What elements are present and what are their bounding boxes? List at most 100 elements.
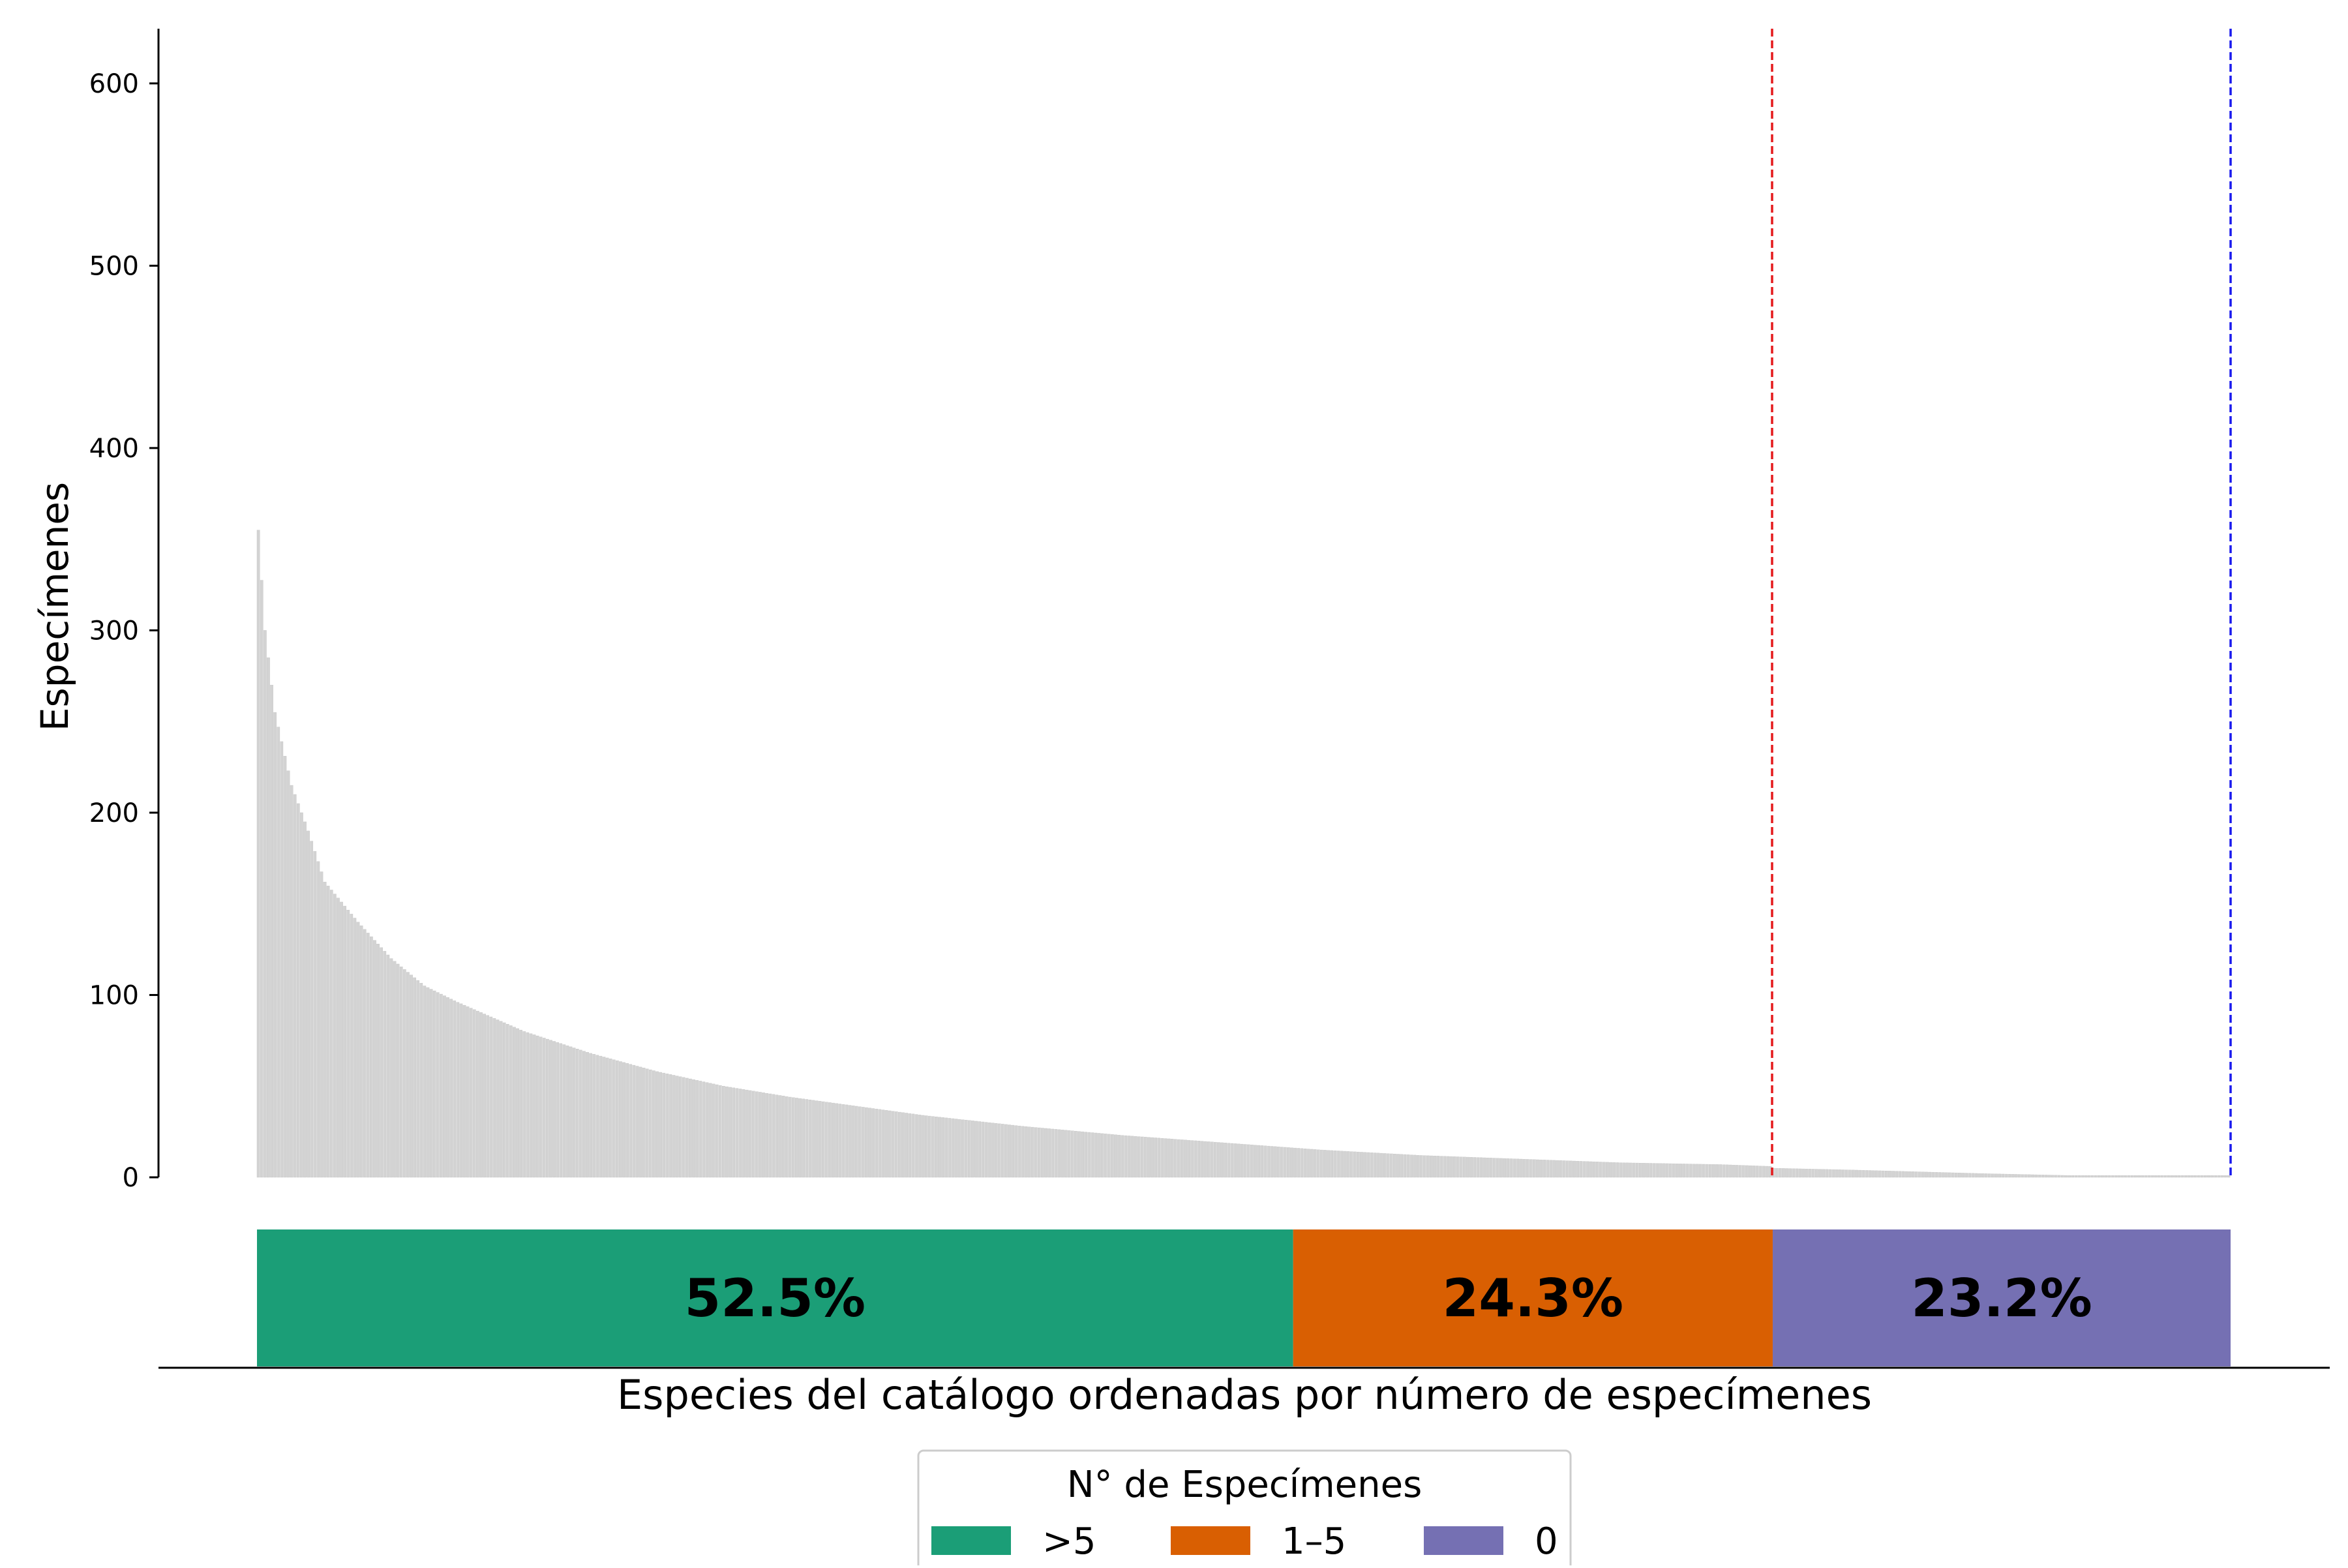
species-bar <box>2114 1175 2118 1178</box>
species-bar <box>2207 1175 2210 1178</box>
species-bar <box>1954 1172 1958 1178</box>
species-bar <box>320 871 324 1178</box>
species-bar <box>1861 1170 1865 1178</box>
species-bar <box>875 1108 879 1178</box>
species-bar <box>1984 1173 1988 1178</box>
species-bar <box>1884 1171 1888 1178</box>
y-tick-label: 400 <box>89 434 139 464</box>
species-bar <box>1393 1154 1396 1178</box>
species-bar <box>851 1106 855 1178</box>
species-bar <box>1200 1141 1204 1178</box>
species-bar <box>1964 1173 1968 1178</box>
species-bar <box>745 1089 749 1178</box>
species-bar <box>586 1052 589 1178</box>
species-bar <box>1652 1163 1656 1178</box>
species-bar <box>648 1069 652 1178</box>
species-bar <box>1543 1160 1546 1178</box>
species-bar <box>861 1107 865 1178</box>
species-bar <box>1290 1147 1293 1178</box>
species-bar <box>1785 1168 1788 1178</box>
species-bar <box>824 1102 828 1178</box>
species-bar <box>393 961 397 1178</box>
species-bar <box>529 1033 533 1178</box>
species-bar <box>791 1097 795 1178</box>
species-bar <box>1908 1171 1912 1178</box>
species-bar <box>1273 1146 1277 1178</box>
species-bar <box>1330 1150 1333 1178</box>
species-bar <box>1559 1160 1563 1178</box>
legend-swatch <box>1171 1526 1250 1555</box>
legend-item-label: 0 <box>1535 1520 1558 1563</box>
species-bar <box>702 1081 706 1178</box>
species-bar <box>2150 1175 2154 1178</box>
species-bar <box>1280 1147 1284 1178</box>
species-bar <box>1054 1129 1058 1178</box>
species-bar <box>1237 1143 1241 1178</box>
species-bar <box>951 1118 955 1178</box>
species-bar <box>1184 1139 1187 1178</box>
species-bar <box>1327 1150 1330 1178</box>
species-bar <box>1685 1164 1689 1178</box>
species-bar <box>1738 1165 1742 1178</box>
species-bar <box>1024 1126 1028 1178</box>
species-bar <box>1635 1162 1639 1178</box>
species-bar <box>1662 1163 1666 1178</box>
species-bar <box>1695 1164 1699 1178</box>
species-bar <box>402 969 406 1178</box>
species-bar <box>389 958 393 1178</box>
species-bar <box>1403 1154 1407 1178</box>
y-tick-label: 600 <box>89 69 139 99</box>
species-bar <box>751 1091 755 1178</box>
species-bar <box>1459 1156 1463 1178</box>
species-bar <box>845 1104 849 1178</box>
species-bar <box>1233 1143 1237 1178</box>
species-bar <box>1430 1155 1433 1178</box>
species-bar <box>1934 1172 1938 1178</box>
species-bar <box>472 1009 476 1178</box>
species-bar <box>1436 1156 1439 1178</box>
species-bar <box>1941 1172 1945 1178</box>
species-bar <box>303 821 307 1178</box>
species-bar <box>1246 1144 1250 1178</box>
species-bar <box>343 905 346 1178</box>
species-bar <box>2200 1175 2204 1178</box>
species-bar <box>1213 1141 1217 1178</box>
species-bar <box>1097 1133 1101 1178</box>
species-bar <box>1998 1173 2001 1178</box>
species-bar <box>759 1092 762 1178</box>
species-bar <box>2090 1175 2094 1178</box>
species-bar <box>2147 1175 2151 1178</box>
species-bar <box>1792 1168 1796 1178</box>
species-bar <box>1735 1165 1739 1178</box>
species-bar <box>1426 1155 1430 1178</box>
species-bar <box>1037 1127 1041 1178</box>
species-bar <box>1383 1153 1387 1178</box>
species-bar <box>329 890 333 1178</box>
species-bar <box>1925 1171 1928 1178</box>
species-bar <box>2130 1175 2134 1178</box>
species-bar <box>1702 1164 1706 1178</box>
species-bar <box>1134 1136 1137 1178</box>
species-bar <box>911 1113 915 1178</box>
species-bar <box>426 987 430 1178</box>
species-bar <box>908 1113 912 1178</box>
species-bar <box>1413 1154 1417 1178</box>
species-bar <box>1486 1157 1490 1178</box>
species-bar <box>1838 1169 1842 1178</box>
species-bar <box>1994 1173 1998 1178</box>
species-bar <box>2217 1175 2221 1178</box>
species-bar <box>1606 1162 1609 1178</box>
species-bar <box>1124 1135 1128 1178</box>
species-bar <box>1157 1138 1161 1178</box>
species-bar <box>2107 1175 2111 1178</box>
species-bar <box>1586 1161 1589 1178</box>
species-bar <box>2160 1175 2164 1178</box>
species-bar <box>1948 1172 1951 1178</box>
species-bar <box>1210 1141 1214 1178</box>
species-bar <box>1921 1171 1925 1178</box>
species-bar <box>854 1106 858 1178</box>
species-bar <box>2157 1175 2161 1178</box>
species-bar <box>582 1051 586 1178</box>
species-bar <box>1300 1148 1304 1178</box>
